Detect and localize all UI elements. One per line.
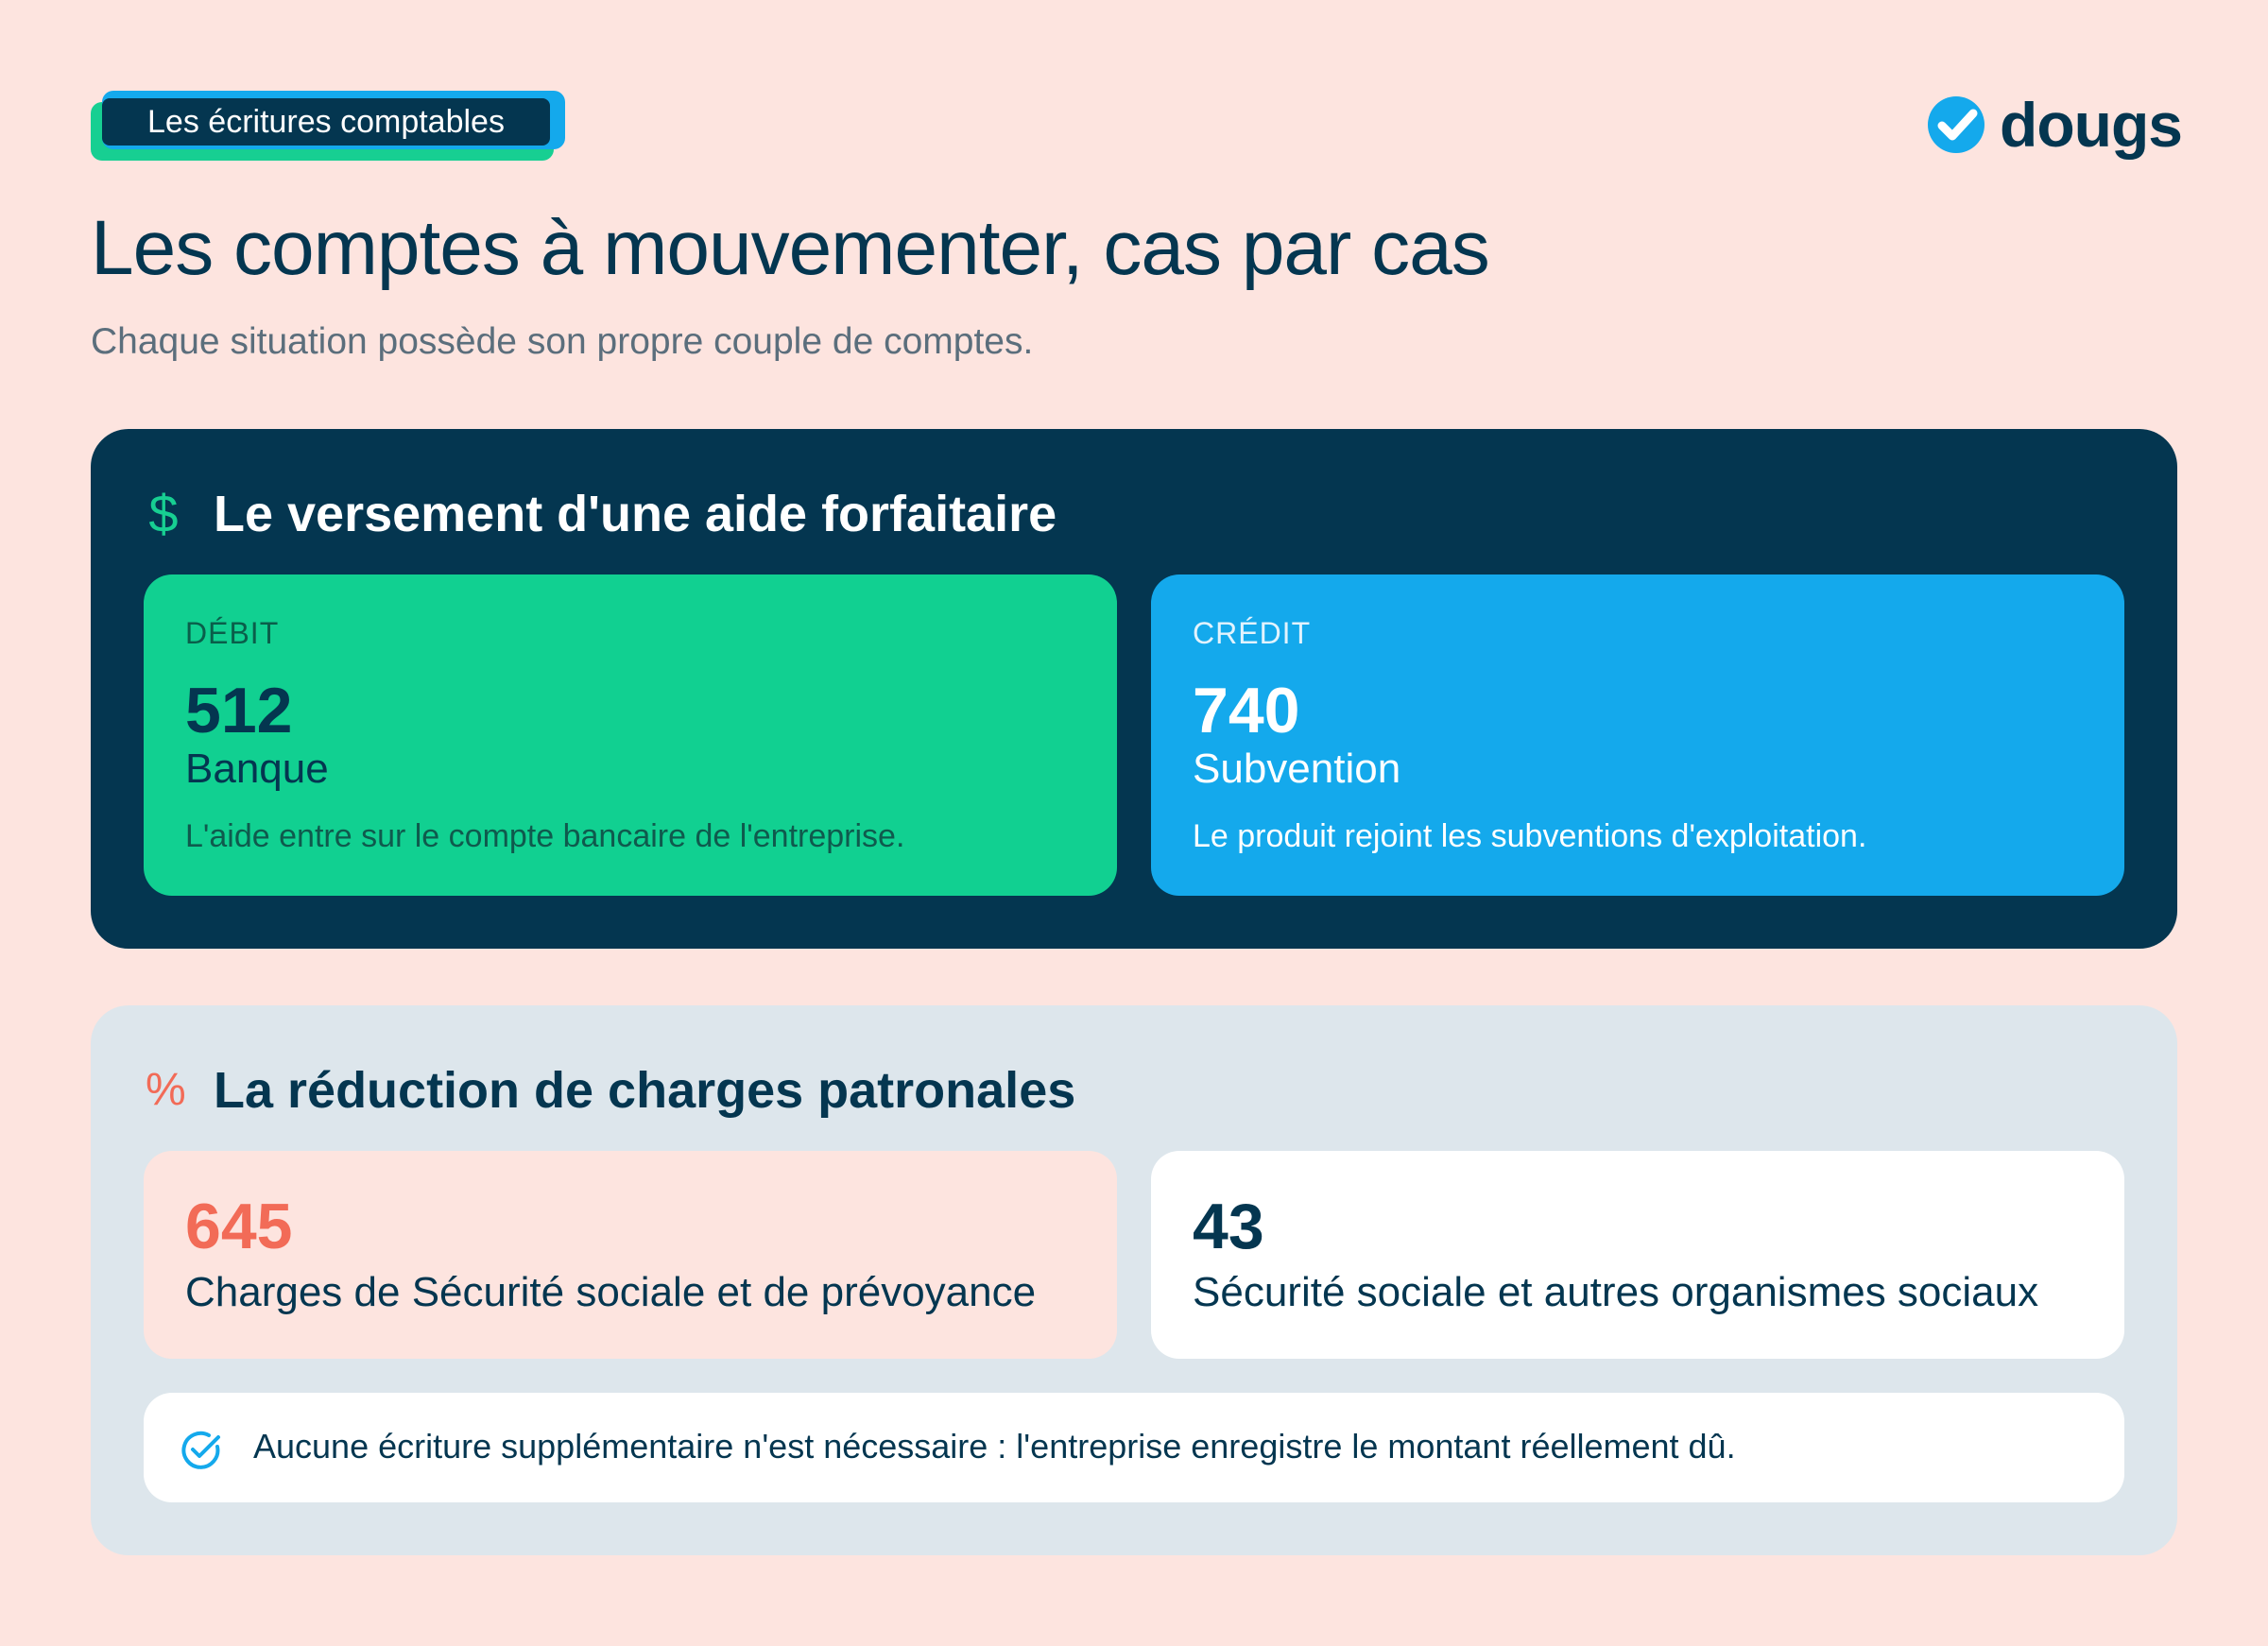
info-note: Aucune écriture supplémentaire n'est néc… [144,1393,2124,1502]
organismes-account-box: 43 Sécurité sociale et autres organismes… [1151,1151,2124,1359]
logo-text: dougs [2000,90,2183,160]
account-name: Subvention [1193,746,1401,792]
check-circle-icon [181,1431,220,1469]
debit-account-box: DÉBIT 512 Banque L'aide entre sur le com… [144,574,1117,896]
credit-account-box: CRÉDIT 740 Subvention Le produit rejoint… [1151,574,2124,896]
section-tag: Les écritures comptables [91,91,565,163]
account-name: Sécurité sociale et autres organismes so… [1193,1269,2039,1315]
credit-label: CRÉDIT [1193,616,1312,650]
case-card-reduction-charges: % La réduction de charges patronales 645… [91,1005,2177,1555]
debit-label: DÉBIT [185,616,280,650]
account-name: Charges de Sécurité sociale et de prévoy… [185,1269,1037,1315]
case-title: Le versement d'une aide forfaitaire [214,486,1057,542]
account-description: L'aide entre sur le compte bancaire de l… [185,818,905,854]
account-number: 740 [1193,675,1300,746]
case-title: La réduction de charges patronales [214,1062,1076,1119]
page-subtitle: Chaque situation possède son propre coup… [91,321,1034,362]
case-card-aide-forfaitaire: $ Le versement d'une aide forfaitaire DÉ… [91,429,2177,949]
note-text: Aucune écriture supplémentaire n'est néc… [253,1427,1736,1466]
account-name: Banque [185,746,329,792]
case-header: $ Le versement d'une aide forfaitaire [146,484,1057,545]
dollar-icon: $ [148,484,179,544]
account-number: 43 [1193,1191,1264,1262]
account-number: 512 [185,675,293,746]
account-number: 645 [185,1191,293,1262]
page-title: Les comptes à mouvementer, cas par cas [91,205,1490,291]
dougs-logo: dougs [1926,90,2183,160]
account-description: Le produit rejoint les subventions d'exp… [1193,818,1867,854]
check-logo-icon [1928,96,1984,153]
tag-label: Les écritures comptables [102,98,550,146]
percent-icon: % [146,1065,186,1116]
charges-account-box: 645 Charges de Sécurité sociale et de pr… [144,1151,1117,1359]
case-header: % La réduction de charges patronales [146,1060,1075,1122]
